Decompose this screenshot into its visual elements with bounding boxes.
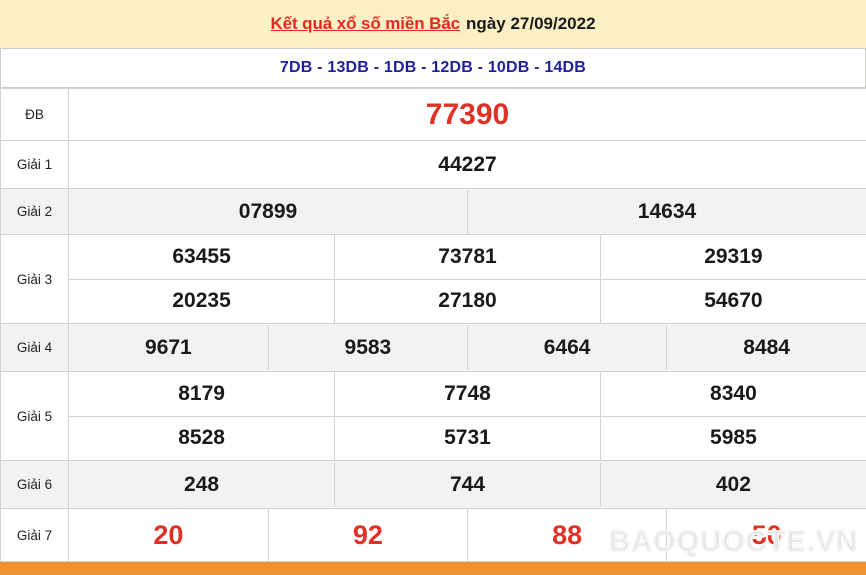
table-row-giai2: Giải 2 07899 14634 [0, 188, 866, 235]
prize-label-giai4: Giải 4 [0, 323, 69, 372]
prize-cells-giai2: 07899 14634 [68, 188, 866, 235]
page-title-link[interactable]: Kết quả xổ số miền Bắc [270, 14, 461, 33]
prize-value-cell: 402 [599, 462, 866, 507]
table-row-giai5: Giải 5 8179 7748 8340 8528 5731 5985 [0, 371, 866, 461]
table-row-giai6: Giải 6 248 744 402 [0, 460, 866, 509]
prize-value-cell: 5985 [599, 415, 866, 460]
prize-value-giai1: 44227 [68, 140, 866, 189]
bottom-accent-bar [0, 562, 866, 575]
prize-value-cell: 7748 [334, 372, 601, 417]
prize-cells-giai5: 8179 7748 8340 8528 5731 5985 [68, 371, 866, 461]
table-row-giai1: Giải 1 44227 [0, 140, 866, 189]
prize-value-cell: 14634 [467, 189, 866, 234]
prize-label-giai1: Giải 1 [0, 140, 69, 189]
prize-value-cell: 8179 [69, 372, 336, 417]
prize-label-giai5: Giải 5 [0, 371, 69, 461]
prize-label-giai6: Giải 6 [0, 460, 69, 509]
table-row-giai4: Giải 4 9671 9583 6464 8484 [0, 323, 866, 372]
prize-value-cell: 8484 [666, 325, 866, 370]
prize-cells-giai6: 248 744 402 [68, 460, 866, 509]
page-title-banner: Kết quả xổ số miền Bắc ngày 27/09/2022 [0, 0, 866, 48]
prize-value-cell: 5731 [334, 415, 601, 460]
prize-value-cell: 248 [69, 462, 336, 507]
prize-value-cell: 73781 [334, 235, 601, 280]
prize-value-cell: 63455 [69, 235, 336, 280]
table-row-db: ĐB 77390 [0, 88, 866, 141]
prize-cells-giai3: 63455 73781 29319 20235 27180 54670 [68, 234, 866, 324]
prize-value-cell: 8340 [599, 372, 866, 417]
prize-value-cell: 20 [69, 509, 269, 561]
lottery-codes-text: 7DB - 13DB - 1DB - 12DB - 10DB - 14DB [279, 59, 587, 76]
prize-cells-giai4: 9671 9583 6464 8484 [68, 323, 866, 372]
prize-value-cell: 07899 [69, 189, 468, 234]
prize-value-cell: 8528 [69, 415, 336, 460]
lottery-results-table: ĐB 77390 Giải 1 44227 Giải 2 07899 14634… [0, 88, 866, 562]
prize-value-cell: 27180 [334, 278, 601, 323]
prize-label-giai3: Giải 3 [0, 234, 69, 324]
lottery-codes-bar: 7DB - 13DB - 1DB - 12DB - 10DB - 14DB [0, 48, 866, 88]
prize-value-cell: 50 [666, 509, 866, 561]
prize-value-cell: 6464 [466, 325, 668, 370]
prize-label-giai7: Giải 7 [0, 508, 69, 562]
prize-value-db: 77390 [68, 88, 866, 141]
prize-value-cell: 9671 [69, 325, 269, 370]
prize-label-giai2: Giải 2 [0, 188, 69, 235]
prize-cells-giai7: 20 92 88 50 [68, 508, 866, 562]
table-row-giai7: Giải 7 20 92 88 50 [0, 508, 866, 562]
prize-value-cell: 29319 [599, 235, 866, 280]
prize-label-db: ĐB [0, 88, 69, 141]
prize-value-cell: 9583 [267, 325, 469, 370]
prize-value-cell: 54670 [599, 278, 866, 323]
prize-value-cell: 88 [466, 509, 668, 561]
prize-value-cell: 92 [267, 509, 469, 561]
page-title-date: ngày 27/09/2022 [466, 14, 596, 33]
prize-value-cell: 744 [334, 462, 601, 507]
prize-value-cell: 20235 [69, 278, 336, 323]
table-row-giai3: Giải 3 63455 73781 29319 20235 27180 546… [0, 234, 866, 324]
